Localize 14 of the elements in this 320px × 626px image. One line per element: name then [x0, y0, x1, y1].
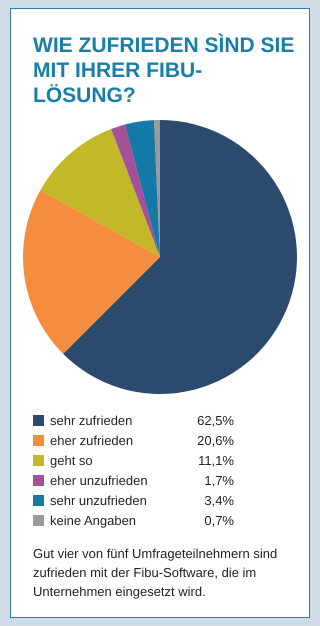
data-label: 1,7%	[203, 472, 234, 488]
legend-label: geht so	[50, 452, 94, 468]
chart-title: WIE ZUFRIEDEN SÌND SIE MIT IHRER FIBU-LÖSUNG?	[32, 32, 296, 108]
data-label: 3,4%	[203, 492, 234, 508]
legend-label: sehr unzufrieden	[50, 492, 148, 508]
data-label: 62,5%	[196, 412, 234, 428]
data-label: 11,1%	[197, 452, 234, 468]
legend-label: keine Angaben	[50, 512, 138, 528]
data-label: 20,6%	[196, 432, 234, 448]
text: Gut vier von fünf Umfrageteilnehmern sind zufrieden mit der Fibu-Software, die im Unternehmen eingesetzt wird.	[32, 545, 278, 601]
legend-label: eher zufrieden	[50, 432, 134, 448]
data-label: 0,7%	[203, 512, 234, 528]
legend-label: sehr zufrieden	[50, 412, 134, 428]
legend-label: eher unzufrieden	[50, 472, 149, 488]
